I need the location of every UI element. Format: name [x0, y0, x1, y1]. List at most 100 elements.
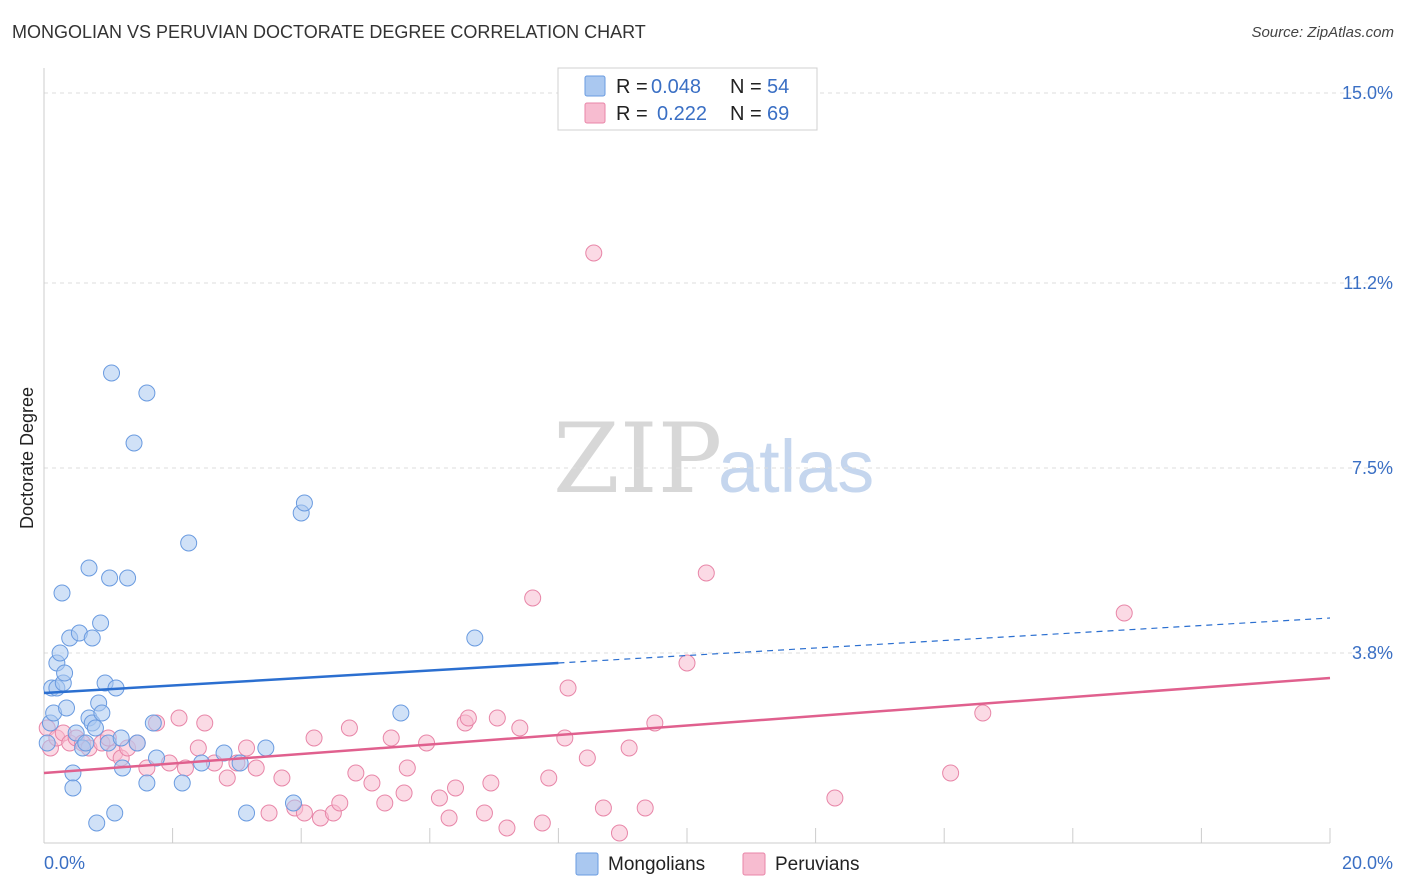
mongolians-trend-line	[43, 661, 559, 695]
peruvians-point	[295, 804, 313, 822]
peruvians-point	[305, 729, 323, 747]
peruvians-point	[218, 769, 236, 787]
peruvians-point	[440, 809, 458, 827]
mongolians-point	[138, 384, 156, 402]
watermark-zip: ZIP	[553, 403, 722, 515]
peruvians-point	[347, 764, 365, 782]
peruvians-point	[447, 779, 465, 797]
peruvians-point	[524, 589, 542, 607]
peruvians-point	[697, 564, 715, 582]
mongolians-point	[466, 629, 484, 647]
mongolians-point	[112, 729, 130, 747]
peruvians-point	[430, 789, 448, 807]
peruvians-point	[678, 654, 696, 672]
legend-bottom-label-peruvians: Peruvians	[775, 854, 860, 875]
legend-n-value-peruvians: 69	[767, 103, 789, 125]
legend-top: R = 0.048 N = 54 R = 0.222 N = 69	[557, 67, 818, 131]
peruvians-point	[196, 714, 214, 732]
mongolians-point	[173, 774, 191, 792]
peruvians-point	[578, 749, 596, 767]
mongolians-point	[128, 734, 146, 752]
peruvians-point	[556, 729, 574, 747]
x-tick-marks	[43, 828, 1331, 843]
peruvians-point	[540, 769, 558, 787]
watermark-atlas: atlas	[718, 425, 874, 508]
source-credit: Source: ZipAtlas.com	[1251, 24, 1394, 41]
mongolians-point	[257, 739, 275, 757]
legend-r-label-peruvians: R =	[616, 103, 648, 125]
trend-lines	[43, 617, 1331, 775]
peruvians-point	[170, 709, 188, 727]
mongolians-point	[238, 804, 256, 822]
peruvians-point	[363, 774, 381, 792]
peruvians-point	[340, 719, 358, 737]
peruvians-point	[1115, 604, 1133, 622]
mongolians-point	[392, 704, 410, 722]
legend-n-label-peruvians: N =	[730, 103, 762, 125]
x-tick-label-min: 0.0%	[44, 853, 85, 873]
chart-title: MONGOLIAN VS PERUVIAN DOCTORATE DEGREE C…	[12, 22, 646, 42]
peruvians-point	[942, 764, 960, 782]
mongolians-point	[101, 569, 119, 587]
legend-r-label-mongolians: R =	[616, 76, 648, 98]
mongolians-point	[92, 614, 110, 632]
peruvians-point	[488, 709, 506, 727]
mongolians-point	[64, 764, 82, 782]
peruvians-point	[382, 729, 400, 747]
peruvians-point	[636, 799, 654, 817]
mongolians-point	[284, 794, 302, 812]
legend-bottom-swatch-peruvians	[742, 852, 766, 876]
peruvians-point	[273, 769, 291, 787]
y-tick-label: 3.8%	[1352, 643, 1393, 663]
peruvians-point	[260, 804, 278, 822]
mongolians-point	[51, 644, 69, 662]
peruvians-point	[974, 704, 992, 722]
legend-bottom: Mongolians Peruvians	[575, 852, 860, 876]
legend-r-value-peruvians: 0.222	[657, 103, 707, 125]
legend-n-value-mongolians: 54	[767, 76, 789, 98]
legend-r-value-mongolians: 0.048	[651, 76, 701, 98]
peruvians-point	[585, 244, 603, 262]
mongolians-point	[64, 779, 82, 797]
legend-n-label-mongolians: N =	[730, 76, 762, 98]
peruvians-point	[475, 804, 493, 822]
gridlines	[44, 92, 1393, 654]
mongolians-trend-extension	[558, 617, 1331, 664]
peruvians-point	[559, 679, 577, 697]
mongolians-point	[125, 434, 143, 452]
mongolians-point	[103, 364, 121, 382]
mongolians-point	[88, 814, 106, 832]
mongolians-point	[119, 569, 137, 587]
mongolians-point	[148, 749, 166, 767]
mongolians-point	[86, 719, 104, 737]
peruvians-point	[594, 799, 612, 817]
y-tick-label: 7.5%	[1352, 458, 1393, 478]
mongolians-points	[38, 364, 484, 832]
peruvians-point	[482, 774, 500, 792]
y-axis-label: Doctorate Degree	[17, 387, 37, 529]
legend-bottom-label-mongolians: Mongolians	[608, 854, 705, 875]
mongolians-point	[83, 629, 101, 647]
legend-bottom-swatch-mongolians	[575, 852, 599, 876]
mongolians-point	[80, 559, 98, 577]
legend-swatch-mongolians	[584, 75, 606, 97]
peruvians-point	[398, 759, 416, 777]
mongolians-point	[144, 714, 162, 732]
peruvians-point	[418, 734, 436, 752]
mongolians-point	[56, 664, 74, 682]
peruvians-points	[38, 244, 1133, 842]
mongolians-point	[53, 584, 71, 602]
peruvians-point	[238, 739, 256, 757]
x-tick-label-max: 20.0%	[1342, 853, 1393, 873]
y-tick-label: 11.2%	[1343, 273, 1393, 293]
peruvians-point	[533, 814, 551, 832]
peruvians-point	[395, 784, 413, 802]
mongolians-point	[58, 699, 76, 717]
mongolians-point	[106, 804, 124, 822]
peruvians-point	[331, 794, 349, 812]
y-tick-label: 15.0%	[1342, 83, 1393, 103]
peruvians-point	[826, 789, 844, 807]
peruvians-point	[459, 709, 477, 727]
y-tick-labels: 3.8% 7.5% 11.2% 15.0%	[1342, 83, 1393, 663]
mongolians-point	[295, 494, 313, 512]
